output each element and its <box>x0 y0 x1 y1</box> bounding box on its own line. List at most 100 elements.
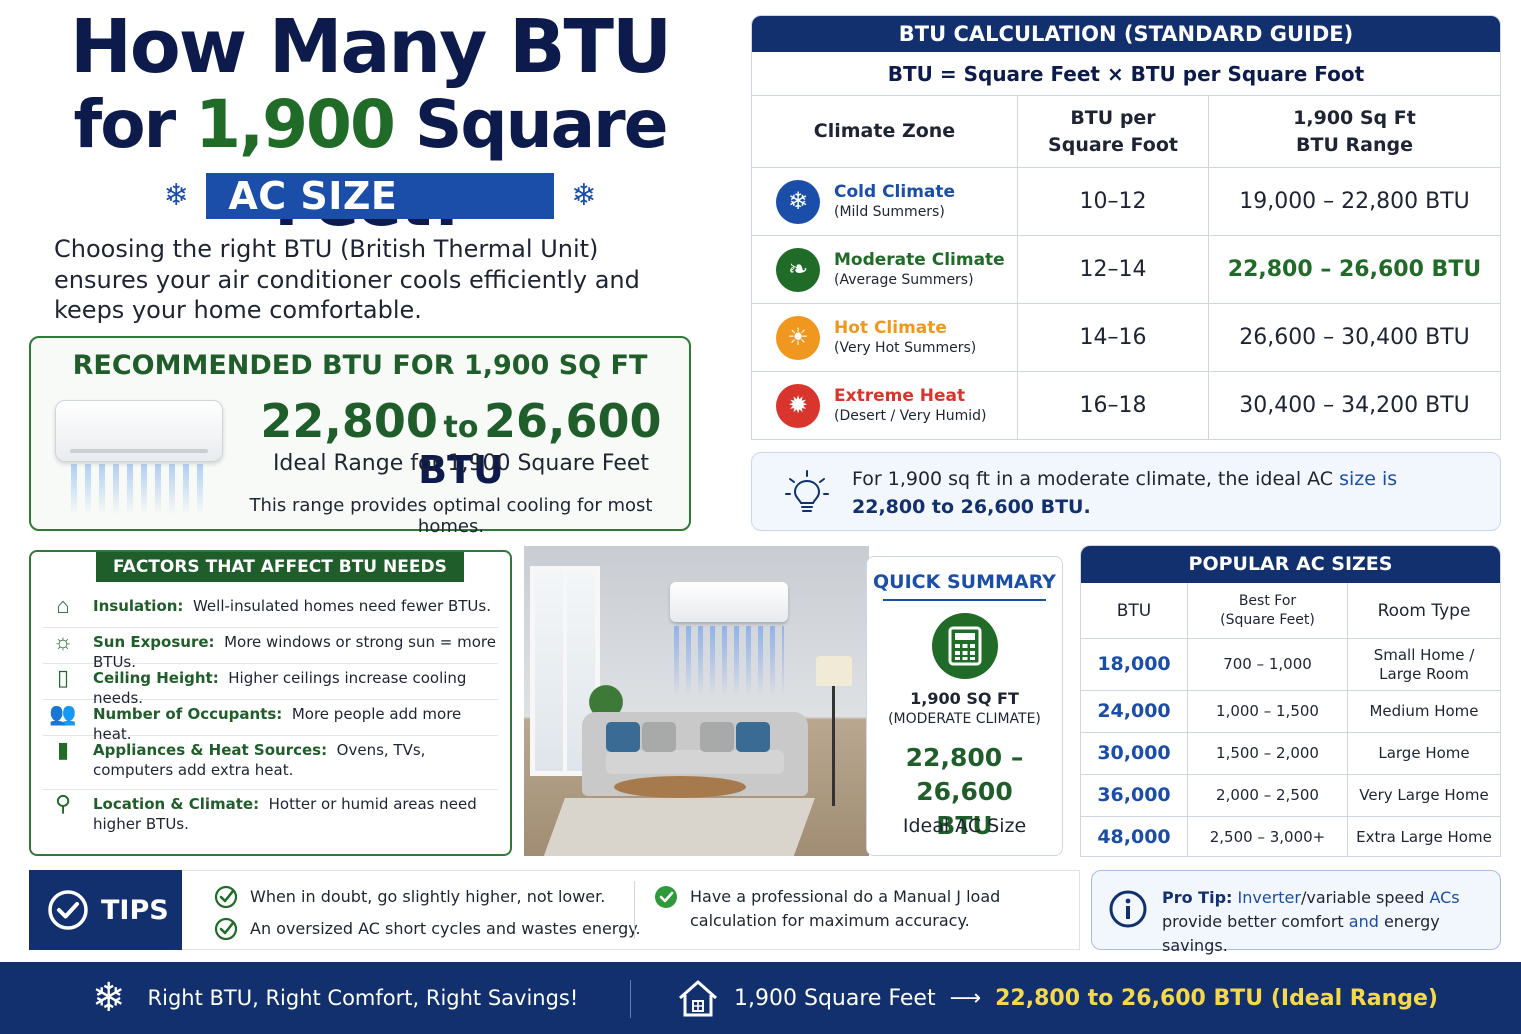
factor-item: 👥 Number of Occupants: More people add mo… <box>43 700 498 743</box>
col-best-for: Best For (Square Feet) <box>1187 583 1347 639</box>
popular-room: Small Home / Large Room <box>1347 639 1500 691</box>
range-unit: BTU <box>418 448 504 492</box>
ruler-icon: ▯ <box>56 665 70 690</box>
guide-badge-row: ❄ AC SIZE GUIDE ❄ <box>160 172 600 264</box>
btu-range: 22,800 – 26,600 BTU <box>1208 236 1500 303</box>
arrow-right-icon: ⟶ <box>949 985 982 1011</box>
climate-row: ❄ Cold Climate (Mild Summers) 10–12 19,000 –… <box>752 168 1500 236</box>
title-number: 1,900 <box>195 86 396 163</box>
hot-sun-icon: ✹ <box>776 383 820 428</box>
wall-ac-image <box>670 582 788 622</box>
btu-range: 19,000 – 22,800 BTU <box>1208 168 1500 235</box>
living-room-image <box>524 546 869 856</box>
factor-label: Insulation: <box>93 597 184 615</box>
intro-text: Choosing the right BTU (British Thermal … <box>54 235 640 324</box>
snowflake-icon: ❄ <box>571 179 597 212</box>
btu-per-sqft: 12–14 <box>1017 236 1208 303</box>
factor-text: Hotter or humid areas need higher BTUs. <box>93 795 477 833</box>
recommended-range: 22,800 to 26,600 BTU <box>251 394 671 492</box>
climate-row: ✹ Extreme Heat (Desert / Very Humid) 16–18 3… <box>752 372 1500 439</box>
factor-item: ⚲ Location & Climate: Hotter or humid are… <box>43 790 498 844</box>
air-conditioner-image <box>55 400 223 462</box>
popular-sqft: 700 – 1,000 <box>1187 639 1347 691</box>
pro-tip-text: Pro Tip: Inverter/variable speed ACs pro… <box>1162 888 1460 955</box>
location-pin-icon: ⚲ <box>54 791 72 816</box>
climate-name: Moderate Climate <box>834 250 1005 270</box>
house-icon <box>679 980 717 1017</box>
factor-label: Sun Exposure: <box>93 633 215 651</box>
factor-item: ▯ Ceiling Height: Higher ceilings increas… <box>43 664 498 707</box>
climate-sub: (Average Summers) <box>834 272 974 288</box>
climate-row: ❧ Moderate Climate (Average Summers) 12–14 2… <box>752 236 1500 304</box>
sun-icon: ☼ <box>52 629 74 654</box>
popular-btu: 48,000 <box>1081 817 1187 856</box>
summary-heading: QUICK SUMMARY <box>873 571 1056 593</box>
recommended-note: This range provides optimal cooling for … <box>249 495 653 537</box>
popular-sqft: 1,000 – 1,500 <box>1187 691 1347 733</box>
note-text: For 1,900 sq ft in a moderate climate, t… <box>852 468 1398 518</box>
popular-room: Extra Large Home <box>1347 817 1500 856</box>
popular-heading: POPULAR AC SIZES <box>1081 546 1500 583</box>
factor-label: Appliances & Heat Sources: <box>93 741 328 759</box>
btu-per-sqft: 10–12 <box>1017 168 1208 235</box>
factors-heading: FACTORS THAT AFFECT BTU NEEDS <box>96 552 464 582</box>
popular-sqft: 2,500 – 3,000+ <box>1187 817 1347 856</box>
lamp-image <box>816 656 852 806</box>
recommended-ideal: Ideal Range for 1,900 Square Feet <box>272 451 650 476</box>
title-line-1: How Many BTU <box>69 4 672 90</box>
snowflake-icon: ❄ <box>92 975 126 1021</box>
popular-sizes-table: POPULAR AC SIZES BTU Best For (Square Fee… <box>1080 545 1501 857</box>
recommended-card: RECOMMENDED BTU FOR 1,900 SQ FT 22,800 t… <box>29 336 691 537</box>
tip-item: When in doubt, go slightly higher, not l… <box>214 885 605 909</box>
btu-per-sqft: 16–18 <box>1017 372 1208 439</box>
footer-banner: ❄ Right BTU, Right Comfort, Right Saving… <box>0 962 1521 1034</box>
lightbulb-icon <box>785 470 829 512</box>
factor-text: Well-insulated homes need fewer BTUs. <box>192 597 491 615</box>
summary-climate: (MODERATE CLIMATE) <box>888 711 1041 727</box>
calc-header-row: Climate Zone BTU per Square Foot 1,900 Sq… <box>752 96 1500 168</box>
popular-btu: 24,000 <box>1081 691 1187 733</box>
btu-calculation-table: BTU CALCULATION (STANDARD GUIDE) BTU = S… <box>751 15 1501 440</box>
btu-per-sqft: 14–16 <box>1017 304 1208 371</box>
snowflake-icon: ❄ <box>776 179 820 224</box>
factor-item: ☼ Sun Exposure: More windows or strong su… <box>43 628 498 671</box>
climate-sub: (Very Hot Summers) <box>834 340 977 356</box>
col-room-type: Room Type <box>1347 583 1500 639</box>
range-low: 22,800 <box>260 394 438 448</box>
guide-badge: AC SIZE GUIDE <box>206 173 554 264</box>
col-climate-zone: Climate Zone <box>813 120 956 142</box>
sun-icon: ☀ <box>776 315 820 360</box>
footer-slogan: Right BTU, Right Comfort, Right Savings! <box>147 986 579 1010</box>
summary-sqft: 1,900 SQ FT <box>910 689 1019 708</box>
climate-sub: (Mild Summers) <box>834 204 945 220</box>
col-btu-per-sqft: BTU per Square Foot <box>1017 96 1208 167</box>
footer-sqft: 1,900 Square Feet <box>734 985 936 1011</box>
leaf-icon: ❧ <box>776 247 820 292</box>
check-circle-icon <box>655 886 677 908</box>
popular-room: Large Home <box>1347 733 1500 775</box>
popular-sqft: 2,000 – 2,500 <box>1187 775 1347 817</box>
tips-label: TIPS <box>101 894 169 926</box>
factor-item: ▮ Appliances & Heat Sources: Ovens, TVs, … <box>43 736 498 790</box>
factor-text: Ovens, TVs, computers add extra heat. <box>93 741 426 779</box>
factor-item: ⌂ Insulation: Well-insulated homes need f… <box>43 592 498 628</box>
people-icon: 👥 <box>49 701 77 726</box>
climate-name: Extreme Heat <box>834 386 966 406</box>
factor-label: Location & Climate: <box>93 795 260 813</box>
popular-btu: 18,000 <box>1081 639 1187 691</box>
title-prefix: for <box>73 86 196 163</box>
pro-tip-card: Pro Tip: Inverter/variable speed ACs pro… <box>1091 870 1501 955</box>
quick-summary-card: QUICK SUMMARY 1,900 SQ FT (MODERATE CLIM… <box>866 556 1063 856</box>
calc-formula: BTU = Square Feet × BTU per Square Foot <box>752 52 1500 96</box>
airflow-image <box>71 464 211 514</box>
factor-label: Ceiling Height: <box>93 669 219 687</box>
summary-ideal: Ideal AC Size <box>902 815 1027 837</box>
check-circle-icon <box>48 890 88 930</box>
calculator-icon <box>932 613 998 679</box>
factor-text: Higher ceilings increase cooling needs. <box>93 669 467 707</box>
factors-card: FACTORS THAT AFFECT BTU NEEDS ⌂ Insulatio… <box>29 550 512 856</box>
tip-item: An oversized AC short cycles and wastes … <box>214 917 641 941</box>
col-btu-range: 1,900 Sq Ft BTU Range <box>1208 96 1500 167</box>
range-high: 26,600 <box>484 394 662 448</box>
calc-heading: BTU CALCULATION (STANDARD GUIDE) <box>752 16 1500 52</box>
